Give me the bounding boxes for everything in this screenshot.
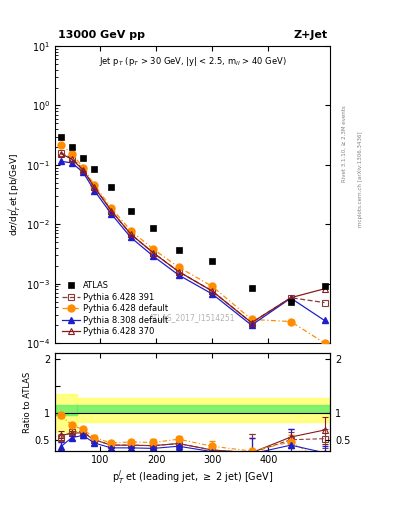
Text: Jet p$_T$ (p$_T$ > 30 GeV, |y| < 2.5, m$_{ll}$ > 40 GeV): Jet p$_T$ (p$_T$ > 30 GeV, |y| < 2.5, m$… bbox=[99, 55, 286, 68]
Y-axis label: d$\sigma$/dp$^j_T$et [pb/GeV]: d$\sigma$/dp$^j_T$et [pb/GeV] bbox=[7, 153, 23, 236]
Pythia 8.308 default bbox=[151, 253, 156, 259]
Pythia 6.428 default bbox=[288, 318, 293, 325]
Line: Pythia 6.428 default: Pythia 6.428 default bbox=[57, 141, 328, 347]
Pythia 6.428 default bbox=[210, 283, 215, 289]
Pythia 8.308 default bbox=[70, 160, 74, 166]
X-axis label: p$^j_T$ et (leading jet, $\geq$ 2 jet) [GeV]: p$^j_T$ et (leading jet, $\geq$ 2 jet) [… bbox=[112, 468, 273, 486]
Pythia 6.428 default bbox=[249, 316, 254, 323]
Pythia 6.428 default bbox=[58, 141, 63, 147]
Pythia 8.308 default bbox=[92, 187, 97, 194]
Pythia 8.308 default bbox=[129, 234, 133, 241]
ATLAS bbox=[70, 144, 74, 150]
Pythia 8.308 default bbox=[322, 317, 327, 324]
Pythia 8.308 default bbox=[176, 272, 181, 278]
Pythia 6.428 391 bbox=[70, 155, 74, 161]
Pythia 6.428 default bbox=[176, 264, 181, 270]
ATLAS bbox=[151, 225, 156, 231]
Pythia 8.308 default bbox=[210, 291, 215, 297]
Pythia 6.428 391 bbox=[92, 184, 97, 190]
ATLAS bbox=[81, 155, 85, 161]
Pythia 6.428 default bbox=[129, 228, 133, 234]
Pythia 6.428 default bbox=[92, 182, 97, 188]
Pythia 8.308 default bbox=[109, 211, 114, 217]
Pythia 6.428 391 bbox=[81, 166, 85, 172]
ATLAS bbox=[58, 134, 63, 140]
Pythia 6.428 391 bbox=[109, 207, 114, 214]
ATLAS bbox=[322, 283, 327, 289]
Pythia 6.428 default bbox=[81, 164, 85, 170]
ATLAS bbox=[129, 207, 133, 214]
Line: ATLAS: ATLAS bbox=[57, 133, 328, 305]
Pythia 6.428 391 bbox=[322, 300, 327, 306]
Pythia 8.308 default bbox=[58, 158, 63, 164]
ATLAS bbox=[176, 247, 181, 253]
Pythia 6.428 default bbox=[70, 151, 74, 157]
Pythia 8.308 default bbox=[81, 169, 85, 175]
Line: Pythia 6.428 391: Pythia 6.428 391 bbox=[58, 150, 327, 326]
Pythia 6.428 default bbox=[109, 205, 114, 211]
Pythia 6.428 391 bbox=[288, 294, 293, 301]
Pythia 8.308 default bbox=[288, 295, 293, 301]
Text: 13000 GeV pp: 13000 GeV pp bbox=[58, 30, 145, 40]
Text: ATLAS_2017_I1514251: ATLAS_2017_I1514251 bbox=[149, 313, 236, 322]
Pythia 6.428 default bbox=[322, 340, 327, 346]
Pythia 6.428 391 bbox=[176, 268, 181, 274]
Text: Rivet 3.1.10, ≥ 2.3M events: Rivet 3.1.10, ≥ 2.3M events bbox=[342, 105, 347, 182]
Pythia 6.428 391 bbox=[210, 288, 215, 294]
ATLAS bbox=[288, 298, 293, 305]
Pythia 6.428 default bbox=[151, 246, 156, 252]
Line: Pythia 8.308 default: Pythia 8.308 default bbox=[58, 159, 327, 328]
Pythia 6.428 391 bbox=[151, 250, 156, 256]
Pythia 8.308 default bbox=[249, 322, 254, 328]
ATLAS bbox=[210, 258, 215, 264]
Text: Z+Jet: Z+Jet bbox=[293, 30, 327, 40]
Text: mcplots.cern.ch [arXiv:1306.3436]: mcplots.cern.ch [arXiv:1306.3436] bbox=[358, 132, 363, 227]
Y-axis label: Ratio to ATLAS: Ratio to ATLAS bbox=[23, 371, 32, 433]
Legend: ATLAS, Pythia 6.428 391, Pythia 6.428 default, Pythia 8.308 default, Pythia 6.42: ATLAS, Pythia 6.428 391, Pythia 6.428 de… bbox=[59, 279, 171, 339]
ATLAS bbox=[109, 184, 114, 190]
ATLAS bbox=[92, 166, 97, 172]
Pythia 6.428 391 bbox=[249, 319, 254, 326]
Pythia 6.428 391 bbox=[129, 231, 133, 237]
ATLAS bbox=[249, 285, 254, 291]
Pythia 6.428 391 bbox=[58, 150, 63, 156]
